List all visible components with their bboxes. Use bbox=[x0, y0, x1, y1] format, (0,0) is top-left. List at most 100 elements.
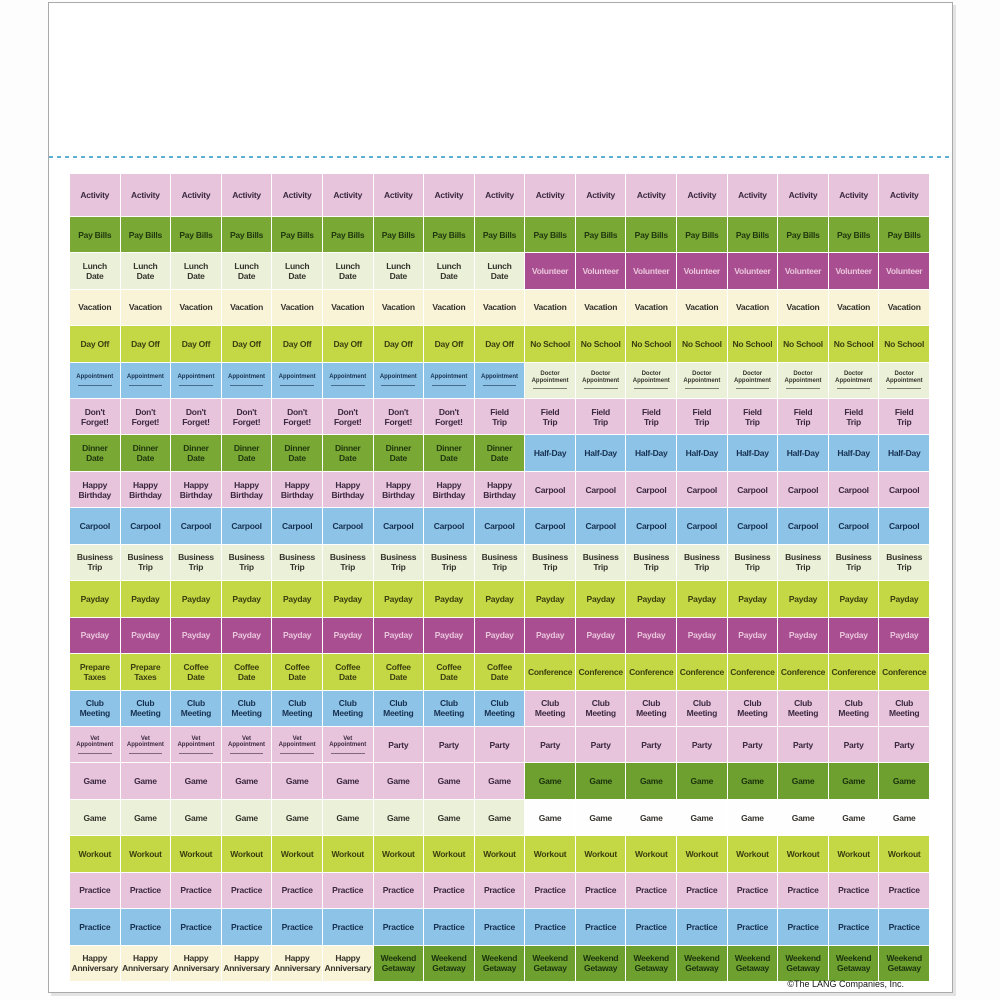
sticker-game: Game bbox=[575, 763, 626, 799]
sticker-practice: Practice bbox=[373, 872, 424, 909]
sticker-label: Game bbox=[134, 776, 157, 787]
sticker-label: Field Trip bbox=[743, 406, 762, 427]
sticker-carpool: Carpool bbox=[828, 471, 879, 508]
sticker-practice: Practice bbox=[474, 909, 525, 945]
sticker-game: Game bbox=[171, 763, 221, 799]
sticker-label: Payday bbox=[181, 593, 211, 604]
sticker-label: Practice bbox=[129, 885, 161, 896]
sticker-carpool: Carpool bbox=[828, 508, 879, 544]
sticker-activity: Activity bbox=[171, 174, 221, 216]
sticker-label: Lunch Date bbox=[487, 260, 512, 281]
sticker-pay-bills: Pay Bills bbox=[626, 216, 677, 253]
sticker-pay-bills: Pay Bills bbox=[171, 216, 221, 253]
sticker-label: Vacation bbox=[280, 302, 314, 313]
sticker-business-trip: Business Trip bbox=[424, 544, 474, 581]
sticker-row: Dinner Date Dinner Date Dinner Date Dinner … bbox=[70, 435, 929, 471]
sticker-label: Game bbox=[336, 812, 360, 823]
sticker-label: Coffee Date bbox=[335, 661, 361, 682]
sticker-no-school: No School bbox=[879, 326, 929, 362]
sticker-half-day: Half-Day bbox=[828, 435, 879, 471]
sticker-label: Dinner Date bbox=[486, 443, 513, 464]
sticker-payday: Payday bbox=[677, 617, 727, 654]
sticker-label: Happy Birthday bbox=[432, 479, 466, 500]
write-in-line bbox=[77, 385, 112, 387]
sticker-label: Vacation bbox=[128, 302, 162, 313]
sticker-half-day: Half-Day bbox=[677, 435, 727, 471]
sticker-label: Carpool bbox=[889, 484, 920, 495]
sticker-label: Party bbox=[590, 739, 611, 750]
sticker-label: Game bbox=[741, 812, 764, 823]
sticker-payday: Payday bbox=[171, 617, 221, 654]
sticker-practice: Practice bbox=[677, 909, 727, 945]
sticker-label: Practice bbox=[787, 885, 819, 896]
sticker-label: Happy Birthday bbox=[78, 479, 112, 500]
sticker-label: Club Meeting bbox=[79, 698, 111, 719]
sticker-label: Lunch Date bbox=[82, 260, 108, 281]
sticker-label: Game bbox=[589, 812, 612, 823]
write-in-line bbox=[482, 385, 517, 387]
sticker-label: Conference bbox=[730, 666, 775, 677]
sticker-doctor-appointment: Doctor Appointment bbox=[525, 362, 575, 398]
sticker-label: Game bbox=[842, 812, 865, 823]
sticker-volunteer: Volunteer bbox=[575, 253, 626, 289]
write-in-line bbox=[887, 388, 922, 390]
sticker-label: Pay Bills bbox=[128, 229, 162, 240]
sticker-weekend-getaway: Weekend Getaway bbox=[778, 945, 828, 981]
sticker-dinner-date: Dinner Date bbox=[474, 435, 525, 471]
sticker-game: Game bbox=[322, 799, 373, 836]
sticker-pay-bills: Pay Bills bbox=[373, 216, 424, 253]
sticker-label: Pay Bills bbox=[735, 229, 770, 240]
sticker-club-meeting: Club Meeting bbox=[373, 690, 424, 726]
write-in-line bbox=[583, 388, 618, 390]
sticker-game: Game bbox=[272, 799, 322, 836]
sticker-label: No School bbox=[783, 338, 823, 349]
sticker-row: Pay Bills Pay Bills Pay Bills Pay Bills Pay … bbox=[70, 216, 929, 253]
sticker-coffee-date: Coffee Date bbox=[171, 654, 221, 690]
sticker-business-trip: Business Trip bbox=[626, 544, 677, 581]
sticker-workout: Workout bbox=[120, 836, 171, 872]
sticker-carpool: Carpool bbox=[626, 508, 677, 544]
sticker-label: Game bbox=[285, 776, 309, 787]
sticker-label: Party bbox=[793, 739, 814, 750]
sticker-label: Business Trip bbox=[785, 552, 821, 573]
sticker-club-meeting: Club Meeting bbox=[424, 690, 474, 726]
sticker-label: Appointment bbox=[480, 374, 518, 381]
sticker-label: No School bbox=[833, 338, 874, 349]
sticker-label: Appointment bbox=[76, 374, 114, 381]
sticker-label: Workout bbox=[887, 848, 921, 859]
sticker-party: Party bbox=[879, 726, 929, 763]
sticker-vacation: Vacation bbox=[70, 289, 120, 326]
sticker-label: Appointment bbox=[177, 374, 215, 381]
sticker-party: Party bbox=[525, 726, 575, 763]
sticker-don-t-forget: Don't Forget! bbox=[171, 399, 221, 435]
sticker-game: Game bbox=[424, 799, 474, 836]
sticker-label: Game bbox=[83, 776, 107, 787]
sticker-label: Party bbox=[742, 739, 763, 750]
sticker-grid: Activity Activity Activity Activity Activity… bbox=[70, 174, 929, 981]
sticker-happy-anniversary: Happy Anniversary bbox=[120, 945, 171, 981]
sticker-no-school: No School bbox=[828, 326, 879, 362]
sticker-doctor-appointment: Doctor Appointment bbox=[828, 362, 879, 398]
sticker-label: Lunch Date bbox=[285, 260, 310, 281]
sticker-payday: Payday bbox=[828, 617, 879, 654]
sticker-don-t-forget: Don't Forget! bbox=[424, 399, 474, 435]
sticker-pay-bills: Pay Bills bbox=[120, 216, 171, 253]
sticker-payday: Payday bbox=[221, 581, 272, 617]
sticker-carpool: Carpool bbox=[525, 471, 575, 508]
sticker-label: Activity bbox=[839, 189, 868, 200]
sticker-label: Vacation bbox=[887, 302, 921, 313]
sticker-pay-bills: Pay Bills bbox=[828, 216, 879, 253]
write-in-line bbox=[786, 388, 820, 390]
sticker-pay-bills: Pay Bills bbox=[424, 216, 474, 253]
sticker-practice: Practice bbox=[879, 909, 929, 945]
sticker-label: Weekend Getaway bbox=[380, 953, 417, 974]
sticker-weekend-getaway: Weekend Getaway bbox=[879, 945, 929, 981]
sticker-coffee-date: Coffee Date bbox=[474, 654, 525, 690]
sticker-label: Pay Bills bbox=[482, 229, 517, 240]
sticker-vacation: Vacation bbox=[727, 289, 778, 326]
sticker-row: Business Trip Business Trip Business Trip B… bbox=[70, 544, 929, 581]
sticker-label: Practice bbox=[332, 885, 364, 896]
sticker-label: Weekend Getaway bbox=[886, 953, 922, 974]
sticker-label: Carpool bbox=[838, 521, 869, 532]
sticker-game: Game bbox=[525, 763, 575, 799]
